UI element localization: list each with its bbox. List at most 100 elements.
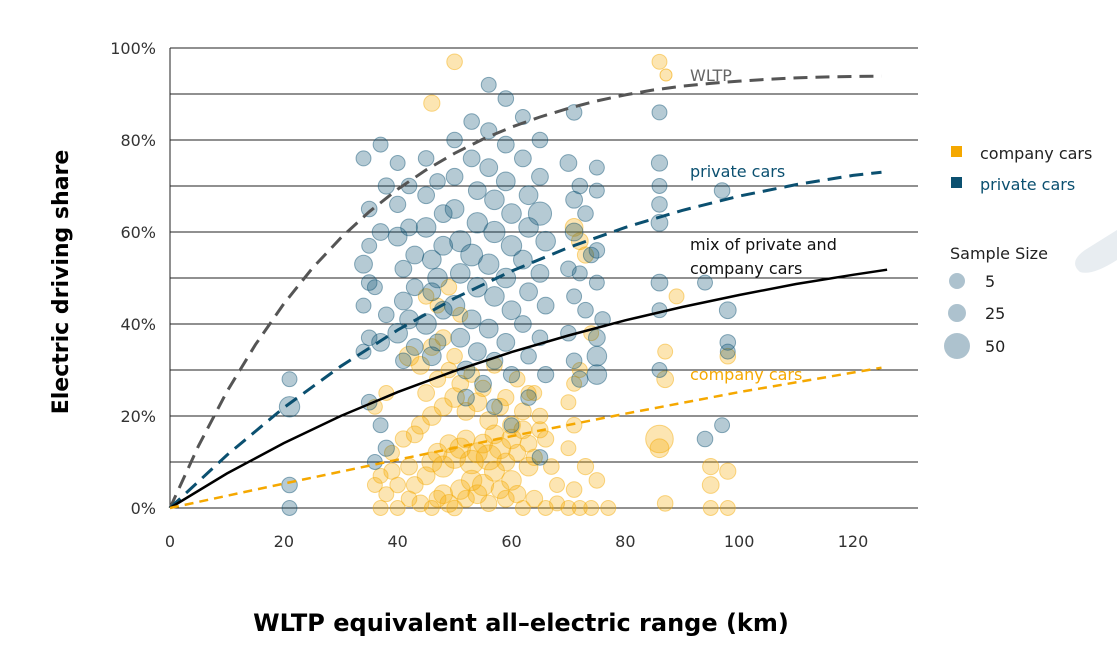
private-car-point	[571, 370, 589, 388]
private-car-point	[372, 136, 389, 153]
private-car-point	[467, 181, 487, 201]
company-car-point	[497, 388, 515, 407]
private-car-point	[503, 417, 520, 434]
company-car-point	[433, 397, 453, 417]
company-car-point	[576, 246, 595, 264]
y-tick-label: 60%	[120, 223, 156, 242]
private-car-point	[588, 182, 605, 199]
company-car-point	[471, 473, 495, 497]
private-car-point	[519, 282, 538, 302]
company-car-point	[446, 53, 463, 71]
private-car-point	[565, 352, 583, 370]
company-car-point	[459, 449, 484, 475]
private-car-point	[354, 254, 373, 274]
private-car-point	[421, 346, 442, 367]
company-car-point	[372, 500, 389, 516]
private-car-point	[355, 150, 372, 167]
company-car-point	[421, 406, 442, 426]
x-tick-label: 100	[724, 532, 755, 551]
company-car-point	[496, 452, 516, 472]
company-car-point	[451, 374, 470, 393]
company-car-point	[565, 416, 583, 434]
company-car-point	[372, 467, 389, 484]
company-car-point	[702, 457, 720, 476]
private-car-point	[582, 246, 600, 264]
private-car-point	[355, 297, 372, 314]
company-car-point	[719, 462, 737, 480]
private-car-point	[415, 313, 437, 335]
private-curve-label: private cars	[690, 162, 785, 181]
company-car-point	[651, 53, 668, 70]
private-car-point	[527, 201, 553, 226]
private-car-point	[586, 364, 608, 385]
legend-size-title: Sample Size	[950, 244, 1048, 263]
private-car-point	[417, 186, 436, 205]
private-car-point	[651, 196, 668, 213]
company-car-point	[416, 466, 436, 486]
private-car-point	[446, 131, 463, 149]
private-car-point	[480, 76, 497, 93]
company-car-point	[525, 448, 543, 467]
company-car-point	[467, 392, 488, 413]
company-car-point	[508, 443, 527, 462]
private-car-point	[281, 371, 298, 388]
y-tick-label: 20%	[120, 407, 156, 426]
company-car-point	[366, 477, 383, 493]
private-car-point	[565, 104, 583, 121]
legend-size-marker-50	[944, 333, 970, 359]
private-car-point	[697, 274, 713, 291]
company-car-point	[531, 407, 549, 425]
company-car-point	[423, 500, 440, 516]
company-car-point	[383, 462, 401, 480]
company-car-point	[460, 469, 483, 492]
company-car-point	[428, 489, 447, 508]
private-car-point	[387, 226, 408, 247]
company-car-point	[719, 500, 736, 516]
x-tick-label: 0	[165, 532, 175, 551]
company-car-point	[649, 438, 670, 459]
private-car-point	[520, 347, 537, 365]
private-car-point	[395, 352, 412, 370]
private-car-point	[577, 205, 594, 222]
mix-curve-label-line2: company cars	[690, 259, 802, 278]
company-car-point	[394, 430, 412, 448]
private-car-point	[497, 90, 515, 107]
private-car-point	[444, 199, 465, 219]
private-car-point	[377, 177, 395, 195]
private-car-point	[449, 263, 471, 284]
company-car-point	[719, 347, 737, 365]
private-car-point	[535, 230, 556, 252]
legend-company-label: company cars	[980, 144, 1092, 163]
company-car-point	[501, 470, 522, 491]
private-car-point	[366, 279, 383, 296]
private-car-point	[427, 267, 448, 289]
company-car-point	[480, 494, 498, 513]
legend-private-label: private cars	[980, 175, 1075, 194]
curve-company-cars	[169, 366, 882, 510]
company-car-point	[400, 457, 418, 476]
company-car-point	[446, 499, 463, 517]
private-car-point	[278, 396, 301, 418]
company-car-point	[543, 458, 560, 475]
legend-private-swatch	[951, 177, 962, 188]
company-car-point	[398, 345, 420, 367]
company-car-point	[496, 489, 515, 508]
company-car-point	[432, 455, 455, 478]
company-car-point	[443, 445, 467, 469]
private-car-point	[483, 220, 506, 244]
company-car-point	[491, 397, 509, 416]
private-car-point	[513, 315, 532, 333]
private-car-point	[651, 362, 668, 378]
company-car-point	[520, 385, 537, 401]
private-car-point	[478, 318, 499, 339]
private-car-point	[433, 204, 453, 224]
private-car-point	[360, 200, 378, 218]
company-car-point	[411, 494, 430, 513]
private-car-point	[460, 243, 484, 267]
private-car-point	[571, 265, 588, 282]
company-car-point	[518, 456, 539, 477]
company-car-point	[656, 495, 674, 512]
company-car-point	[400, 490, 418, 508]
company-car-point	[405, 476, 424, 494]
private-car-point	[405, 245, 425, 265]
